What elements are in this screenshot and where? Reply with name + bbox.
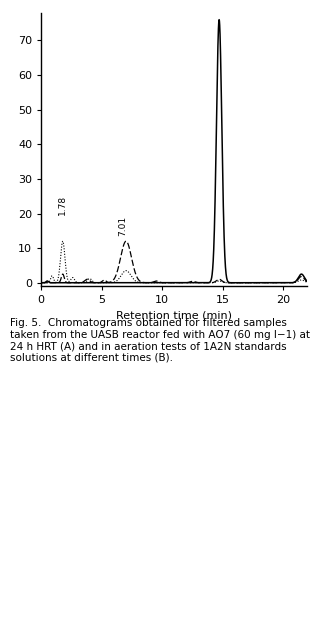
Text: Fig. 5.  Chromatograms obtained for filtered samples taken from the UASB reactor: Fig. 5. Chromatograms obtained for filte… bbox=[10, 318, 309, 363]
Text: 1.78: 1.78 bbox=[58, 195, 67, 215]
Text: 7.01: 7.01 bbox=[118, 216, 127, 236]
X-axis label: Retention time (min): Retention time (min) bbox=[116, 311, 232, 321]
